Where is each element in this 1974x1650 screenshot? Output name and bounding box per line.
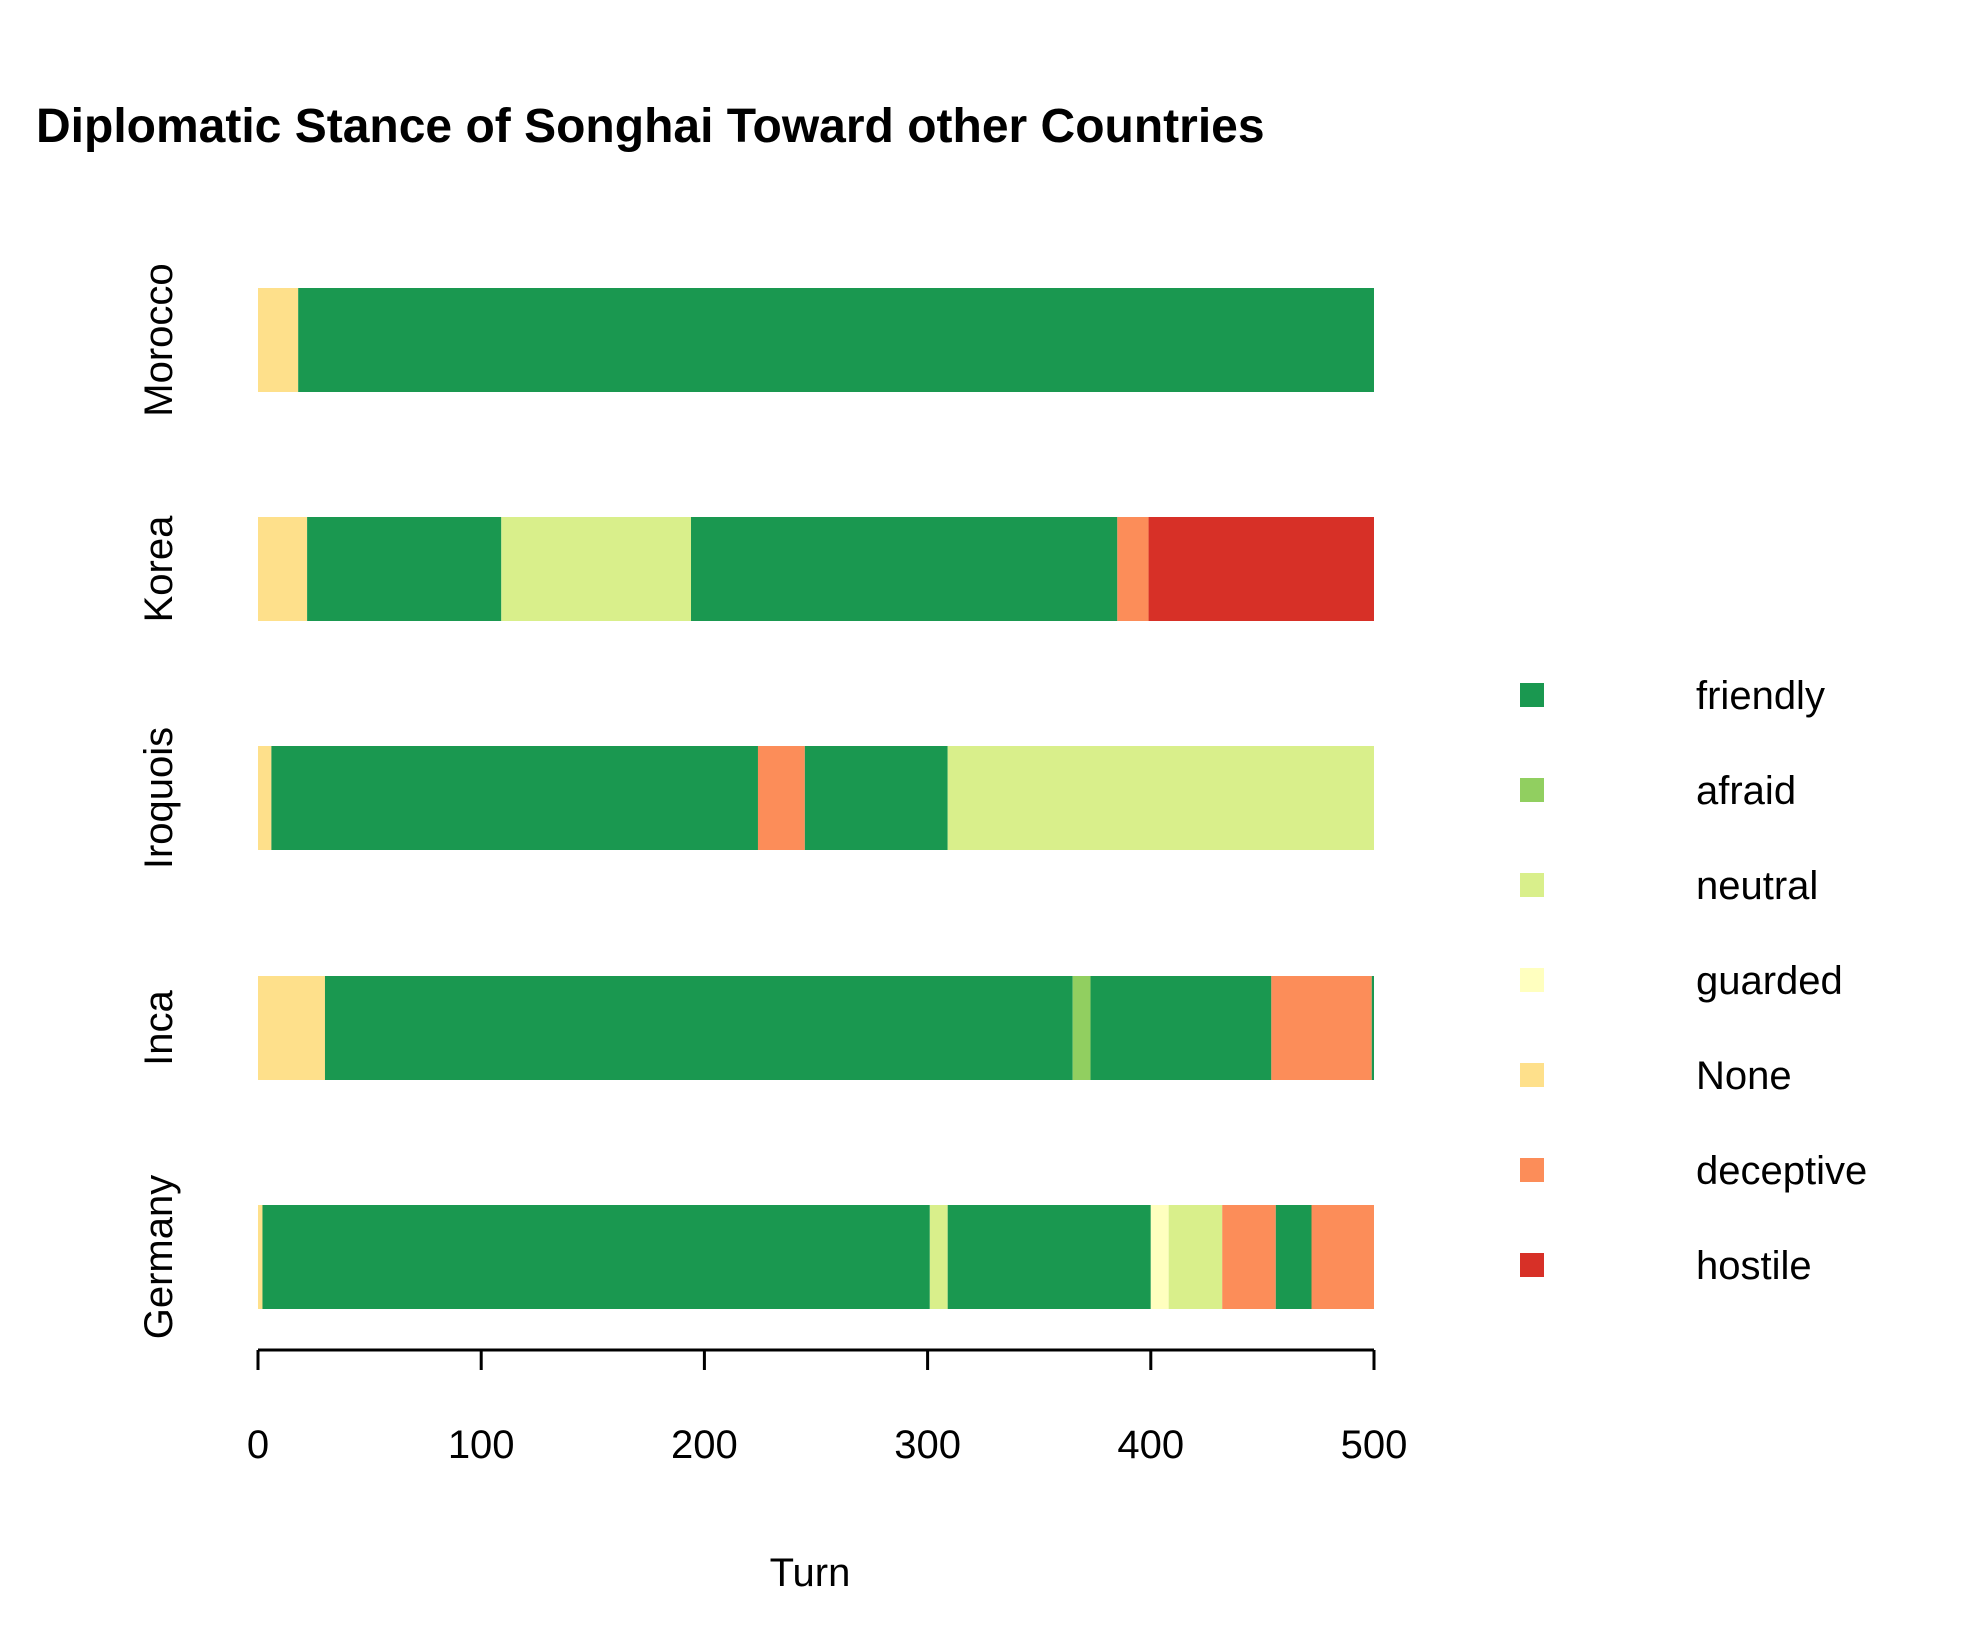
legend-label-hostile: hostile — [1696, 1244, 1812, 1288]
bar-segment-germany-5 — [1168, 1205, 1223, 1309]
category-label-germany: Germany — [137, 1175, 181, 1340]
chart-title: Diplomatic Stance of Songhai Toward othe… — [36, 100, 1265, 153]
legend-swatch-none — [1520, 1063, 1544, 1087]
bar-segment-iroquois-2 — [757, 746, 805, 850]
bar-segment-germany-0 — [258, 1205, 263, 1309]
legend-swatch-friendly — [1520, 683, 1544, 707]
category-label-iroquois: Iroquois — [137, 727, 181, 869]
bar-segment-inca-0 — [258, 976, 325, 1080]
bar-segment-inca-4 — [1271, 976, 1372, 1080]
bar-segment-germany-2 — [929, 1205, 948, 1309]
x-tick-label-400: 400 — [1117, 1423, 1184, 1467]
legend-label-neutral: neutral — [1696, 864, 1818, 908]
x-tick-label-200: 200 — [671, 1423, 738, 1467]
bar-segment-inca-1 — [324, 976, 1073, 1080]
legend-swatch-afraid — [1520, 778, 1544, 802]
legend-swatch-guarded — [1520, 968, 1544, 992]
legend-swatch-deceptive — [1520, 1158, 1544, 1182]
bar-segment-korea-3 — [691, 517, 1118, 621]
legend-label-guarded: guarded — [1696, 959, 1843, 1003]
bar-segment-morocco-1 — [298, 288, 1374, 392]
bar-segment-germany-1 — [262, 1205, 930, 1309]
category-labels: Morocco Korea Iroquois Inca Germany — [137, 263, 181, 1339]
bar-segment-iroquois-1 — [271, 746, 758, 850]
bar-segment-iroquois-0 — [258, 746, 272, 850]
bar-segment-germany-6 — [1222, 1205, 1276, 1309]
x-tick-label-0: 0 — [247, 1423, 269, 1467]
bar-segment-germany-4 — [1150, 1205, 1169, 1309]
category-label-korea: Korea — [137, 515, 181, 622]
legend-swatch-hostile — [1520, 1253, 1544, 1277]
bar-segment-korea-4 — [1117, 517, 1149, 621]
bar-segment-inca-2 — [1072, 976, 1091, 1080]
legend-swatch-neutral — [1520, 873, 1544, 897]
category-label-morocco: Morocco — [137, 263, 181, 416]
bar-segment-korea-2 — [501, 517, 692, 621]
bar-segment-korea-5 — [1148, 517, 1374, 621]
bar-segment-inca-3 — [1090, 976, 1272, 1080]
legend-label-none: None — [1696, 1054, 1792, 1098]
legend-label-friendly: friendly — [1696, 674, 1825, 718]
x-axis-label: Turn — [770, 1551, 851, 1595]
bar-segment-iroquois-4 — [947, 746, 1374, 850]
x-tick-label-100: 100 — [448, 1423, 515, 1467]
bar-segment-korea-0 — [258, 517, 308, 621]
legend-label-afraid: afraid — [1696, 769, 1796, 813]
bar-segment-korea-1 — [307, 517, 502, 621]
bar-segment-inca-5 — [1371, 976, 1374, 1080]
x-axis: 0 100 200 300 400 500 — [247, 1348, 1408, 1467]
bar-segment-morocco-0 — [258, 288, 299, 392]
legend-label-deceptive: deceptive — [1696, 1149, 1867, 1193]
bar-segment-germany-3 — [947, 1205, 1151, 1309]
bar-segment-germany-8 — [1311, 1205, 1374, 1309]
bar-group — [258, 288, 1374, 1309]
x-tick-label-300: 300 — [894, 1423, 961, 1467]
x-tick-label-500: 500 — [1341, 1423, 1408, 1467]
bar-segment-iroquois-3 — [804, 746, 948, 850]
legend: friendly afraid neutral guarded None deceptiv… — [1520, 674, 1867, 1288]
bar-segment-germany-7 — [1275, 1205, 1312, 1309]
category-label-inca: Inca — [137, 989, 181, 1065]
